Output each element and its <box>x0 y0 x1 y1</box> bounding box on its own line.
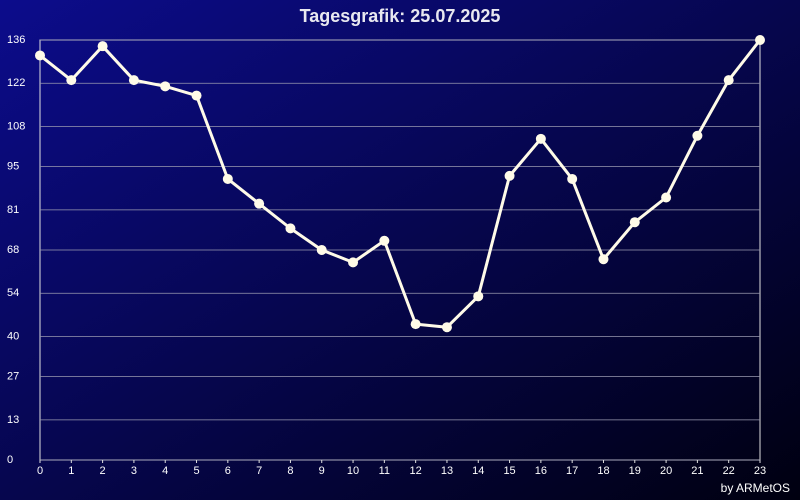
y-tick-label: 95 <box>7 161 19 173</box>
x-tick-label: 12 <box>410 465 422 477</box>
x-tick-label: 23 <box>754 465 766 477</box>
x-tick-label: 17 <box>566 465 578 477</box>
x-tick-label: 4 <box>162 465 168 477</box>
data-point <box>285 223 296 234</box>
data-point <box>535 133 546 144</box>
x-tick-label: 15 <box>503 465 515 477</box>
x-tick-label: 3 <box>131 465 137 477</box>
y-tick-label: 81 <box>7 204 19 216</box>
x-tick-label: 13 <box>441 465 453 477</box>
data-point <box>598 254 609 265</box>
x-tick-label: 1 <box>68 465 74 477</box>
x-tick-label: 8 <box>287 465 293 477</box>
x-tick-label: 0 <box>37 465 43 477</box>
data-point <box>97 41 108 52</box>
x-tick-label: 22 <box>723 465 735 477</box>
data-point <box>629 217 640 228</box>
y-tick-label: 136 <box>7 34 25 46</box>
data-point <box>441 322 452 333</box>
data-point <box>473 291 484 302</box>
y-tick-label: 108 <box>7 120 25 132</box>
data-point <box>723 75 734 86</box>
data-point <box>504 170 515 181</box>
data-point <box>35 50 45 61</box>
data-point <box>567 173 578 184</box>
x-tick-label: 18 <box>597 465 609 477</box>
data-point <box>66 75 77 86</box>
data-point <box>692 130 703 141</box>
x-tick-label: 21 <box>691 465 703 477</box>
footer: by ARMetOS <box>721 481 790 495</box>
data-point <box>755 35 765 45</box>
y-tick-label: 0 <box>7 454 13 466</box>
x-tick-label: 19 <box>629 465 641 477</box>
data-point <box>128 75 139 86</box>
data-point <box>316 245 327 255</box>
x-tick-label: 2 <box>100 465 106 477</box>
y-tick-label: 40 <box>7 330 19 342</box>
x-tick-label: 10 <box>347 465 359 477</box>
y-tick-label: 13 <box>7 414 19 426</box>
series-line <box>39 39 762 329</box>
x-tick-label: 14 <box>472 465 484 477</box>
x-tick-label: 6 <box>225 465 231 477</box>
data-point <box>222 173 233 184</box>
x-tick-label: 7 <box>256 465 262 477</box>
x-tick-label: 11 <box>379 465 390 477</box>
x-tick-label: 9 <box>319 465 325 477</box>
data-point <box>379 235 390 246</box>
x-tick-label: 20 <box>660 465 672 477</box>
data-point <box>160 81 171 92</box>
data-point <box>254 198 265 209</box>
data-point <box>191 90 202 101</box>
y-tick-label: 68 <box>7 244 19 256</box>
data-point <box>410 319 421 330</box>
y-tick-label: 122 <box>7 77 25 89</box>
data-point <box>661 192 672 203</box>
x-tick-label: 5 <box>193 465 199 477</box>
data-point <box>348 257 359 268</box>
y-tick-label: 27 <box>7 371 19 383</box>
y-tick-label: 54 <box>7 287 19 299</box>
x-tick-label: 16 <box>535 465 547 477</box>
chart-title: Tagesgrafik: 25.07.2025 <box>300 6 501 26</box>
